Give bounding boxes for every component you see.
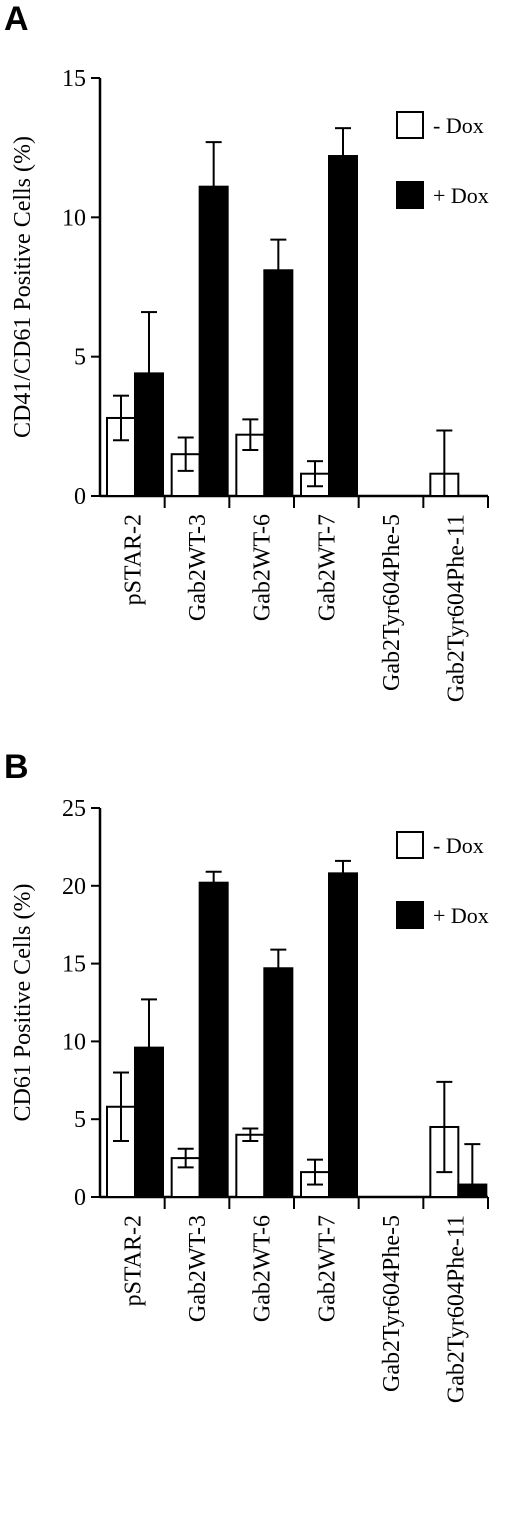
y-tick-label: 10: [62, 205, 86, 231]
category-label: Gab2WT-7: [314, 1215, 340, 1322]
category-label: Gab2Tyr604Phe-11: [444, 1215, 470, 1403]
category-label: Gab2WT-6: [250, 1215, 276, 1322]
category-label: Gab2Tyr604Phe-5: [379, 514, 405, 691]
bar-plus-dox: [263, 269, 294, 497]
y-tick-label: 15: [62, 66, 86, 92]
y-tick-label: 15: [62, 952, 86, 978]
y-tick-label: 0: [74, 1185, 86, 1211]
legend-label: - Dox: [433, 833, 484, 858]
chart-panel-a: A 0 5 10 15 CD41/CD61 Positive Cells (%) pSTAR…: [4, 0, 489, 702]
legend-swatch: [396, 111, 424, 139]
bar-plus-dox: [263, 967, 294, 1198]
category-label: Gab2Tyr604Phe-11: [444, 514, 470, 702]
chart-panel-b: B 0 5 10 15 20 25 CD61 Positive Cells (%) pSTAR-…: [4, 748, 489, 1403]
legend-label: + Dox: [433, 183, 489, 208]
category-label: Gab2WT-6: [250, 514, 276, 621]
bar-plus-dox: [328, 872, 358, 1198]
category-label: Gab2Tyr604Phe-5: [379, 1215, 405, 1392]
y-tick-label: 20: [62, 874, 86, 900]
category-label: pSTAR-2: [120, 1215, 146, 1306]
legend-label: - Dox: [433, 113, 484, 138]
legend-swatch: [396, 901, 424, 929]
y-tick-label: 5: [74, 345, 86, 371]
bar-minus-dox: [235, 1133, 266, 1199]
category-label: Gab2WT-3: [185, 514, 211, 621]
y-tick-label: 10: [62, 1029, 86, 1055]
panel-label: A: [4, 0, 29, 38]
y-axis-title: CD61 Positive Cells (%): [10, 884, 36, 1122]
legend-swatch: [396, 181, 424, 209]
bar-plus-dox: [198, 881, 229, 1198]
y-axis-title: CD41/CD61 Positive Cells (%): [10, 136, 36, 438]
bar-plus-dox: [328, 155, 358, 497]
legend-label: + Dox: [433, 903, 489, 928]
bar-plus-dox: [198, 185, 229, 497]
y-tick-label: 5: [74, 1107, 86, 1133]
category-label: pSTAR-2: [120, 514, 146, 605]
category-label: Gab2WT-3: [185, 1215, 211, 1322]
legend-swatch: [396, 831, 424, 859]
panel-label: B: [4, 748, 29, 786]
y-tick-label: 0: [74, 484, 86, 510]
y-tick-label: 25: [62, 796, 86, 822]
category-label: Gab2WT-7: [314, 514, 340, 621]
